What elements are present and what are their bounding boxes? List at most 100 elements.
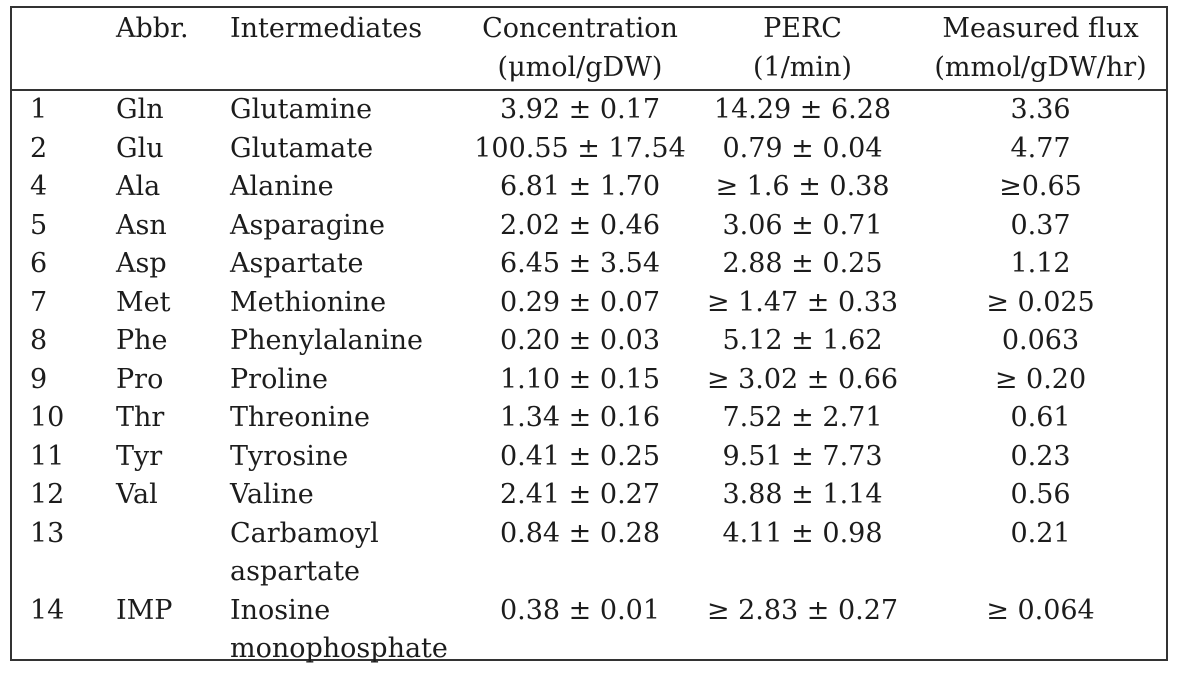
row-concentration: 0.41 ± 0.25 [499,440,661,472]
row-number: 12 [30,479,65,510]
table-row: 11 Tyr Tyrosine 0.41 ± 0.25 9.51 ± 7.73 0.23 [12,438,1166,477]
table-row: 5 Asn Asparagine 2.02 ± 0.46 3.06 ± 0.71 0.37 [12,207,1166,246]
row-intermediate: Aspartate [230,248,364,279]
header-row: Abbr. Intermediates Concentration (μmol/… [12,8,1166,90]
header-concentration: Concentration (μmol/gDW) [470,8,690,90]
row-abbreviation: Gln [116,94,164,125]
row-intermediate-line2: aspartate [230,556,361,587]
header-flux-title: Measured flux [942,13,1139,44]
row-intermediate: Tyrosine [230,440,349,472]
table-row: 10 Thr Threonine 1.34 ± 0.16 7.52 ± 2.71 0.61 [12,399,1166,438]
table-row: 2 Glu Glutamate 100.55 ± 17.54 0.79 ± 0.04 4.… [12,130,1166,169]
row-number: 1 [30,94,48,125]
row-measured-flux: 3.36 [1010,94,1071,125]
row-number: 5 [30,209,48,241]
row-number: 11 [30,440,65,472]
row-intermediate-line1: Carbamoyl [230,517,379,549]
row-intermediate-line1: Inosine [230,594,331,626]
row-abbreviation: Met [116,286,171,318]
row-perc: 0.79 ± 0.04 [722,132,883,164]
row-concentration: 2.02 ± 0.46 [499,209,661,241]
row-number: 7 [30,286,48,318]
row-concentration: 0.84 ± 0.28 [499,517,661,549]
row-measured-flux: 0.37 [1010,209,1071,241]
row-concentration: 1.34 ± 0.16 [499,402,661,433]
table-row: 13 Carbamoyl aspartate 0.84 ± 0.28 4.11 ± 0.… [12,515,1166,592]
row-abbreviation: IMP [116,594,173,626]
table-header: Abbr. Intermediates Concentration (μmol/… [12,8,1166,90]
table-row: 14 IMP Inosine monophosphate 0.38 ± 0.01 ≥ 2.… [12,592,1166,669]
row-perc: 7.52 ± 2.71 [722,402,883,433]
table-row: 8 Phe Phenylalanine 0.20 ± 0.03 5.12 ± 1.62 0… [12,322,1166,361]
table-row: 9 Pro Proline 1.10 ± 0.15 ≥ 3.02 ± 0.66 ≥ 0.2… [12,361,1166,400]
row-number: 6 [30,248,48,279]
row-number: 8 [30,325,48,356]
row-intermediate: Glutamine [230,94,373,125]
row-abbreviation: Thr [116,402,165,433]
row-perc: 4.11 ± 0.98 [722,517,883,549]
row-concentration: 6.81 ± 1.70 [499,171,661,202]
row-number: 14 [30,594,65,626]
row-perc: 3.06 ± 0.71 [722,209,883,241]
row-intermediate: Glutamate [230,132,374,164]
row-intermediate: Threonine [230,402,370,433]
row-abbreviation: Asn [116,209,167,241]
row-number: 2 [30,132,48,164]
header-intermediates: Intermediates [230,13,423,44]
row-concentration: 2.41 ± 0.27 [499,479,661,510]
row-concentration: 1.10 ± 0.15 [499,363,661,395]
row-abbreviation: Glu [116,132,164,164]
row-perc: 3.88 ± 1.14 [722,479,883,510]
row-intermediate: Phenylalanine [230,325,424,356]
table-row: 1 Gln Glutamine 3.92 ± 0.17 14.29 ± 6.28 3.36 [12,90,1166,130]
table-row: 7 Met Methionine 0.29 ± 0.07 ≥ 1.47 ± 0.33 ≥ … [12,284,1166,323]
row-abbreviation: Val [116,479,158,510]
row-intermediate: Methionine [230,286,387,318]
row-abbreviation [116,515,230,592]
header-abbreviation: Abbr. [116,13,189,44]
row-abbreviation: Tyr [116,440,163,472]
row-perc: 2.88 ± 0.25 [722,248,883,279]
intermediates-table: Abbr. Intermediates Concentration (μmol/… [12,8,1166,669]
row-perc: ≥ 1.47 ± 0.33 [706,286,899,318]
row-perc: ≥ 1.6 ± 0.38 [715,171,890,202]
row-number: 13 [30,517,65,549]
row-perc: 14.29 ± 6.28 [713,94,892,125]
row-intermediate: Inosine monophosphate [230,592,470,669]
row-measured-flux: ≥0.65 [999,171,1082,202]
row-intermediate: Proline [230,363,328,395]
row-concentration: 0.38 ± 0.01 [499,594,661,626]
row-measured-flux: ≥ 0.025 [986,286,1095,318]
row-abbreviation: Phe [116,325,168,356]
table-row: 4 Ala Alanine 6.81 ± 1.70 ≥ 1.6 ± 0.38 ≥0.65 [12,168,1166,207]
row-measured-flux: 0.56 [1010,479,1071,510]
header-flux-unit: (mmol/gDW/hr) [934,51,1147,83]
row-abbreviation: Asp [116,248,167,279]
row-intermediate: Valine [230,479,314,510]
header-perc-title: PERC [763,13,842,44]
row-perc: 9.51 ± 7.73 [722,440,883,472]
row-concentration: 3.92 ± 0.17 [499,94,661,125]
header-number [12,8,116,90]
row-perc: 5.12 ± 1.62 [722,325,883,356]
row-measured-flux: 4.77 [1010,132,1071,164]
header-concentration-unit: (μmol/gDW) [497,51,663,83]
header-perc-unit: (1/min) [753,51,852,83]
row-number: 10 [30,402,65,433]
row-measured-flux: 0.063 [1001,325,1080,356]
row-measured-flux: 0.23 [1010,440,1071,472]
row-intermediate-line2: monophosphate [230,633,448,664]
data-table-frame: Abbr. Intermediates Concentration (μmol/… [10,6,1168,664]
row-perc: ≥ 3.02 ± 0.66 [706,363,899,395]
header-concentration-title: Concentration [482,13,678,44]
row-intermediate: Carbamoyl aspartate [230,515,470,592]
row-measured-flux: ≥ 0.064 [986,594,1095,626]
row-measured-flux: 0.21 [1010,517,1071,549]
row-concentration: 6.45 ± 3.54 [499,248,661,279]
row-measured-flux: ≥ 0.20 [994,363,1087,395]
row-concentration: 100.55 ± 17.54 [474,132,686,164]
row-abbreviation: Pro [116,363,164,395]
row-measured-flux: 1.12 [1010,248,1071,279]
row-measured-flux: 0.61 [1010,402,1071,433]
table-body: 1 Gln Glutamine 3.92 ± 0.17 14.29 ± 6.28 3.36… [12,90,1166,669]
